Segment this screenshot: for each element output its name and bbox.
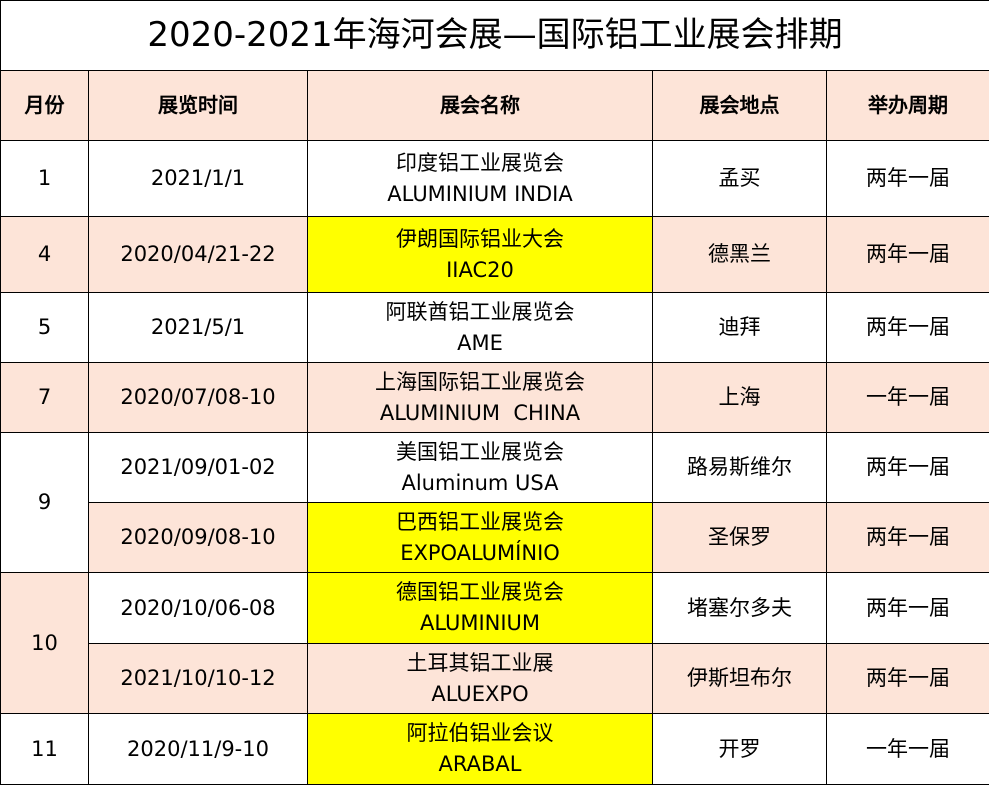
name-en: ALUMINIUM CHINA — [308, 398, 652, 429]
name-cn: 德国铝工业展览会 — [308, 577, 652, 608]
header-date: 展览时间 — [89, 71, 308, 141]
location-cell: 孟买 — [653, 141, 827, 217]
cycle-cell: 两年一届 — [827, 503, 989, 573]
date-cell: 2021/10/10-12 — [89, 644, 308, 714]
date-cell: 2021/09/01-02 — [89, 433, 308, 503]
name-en: ALUEXPO — [308, 679, 652, 710]
name-en: IIAC20 — [308, 255, 652, 286]
location-cell: 圣保罗 — [653, 503, 827, 573]
name-cn: 阿联酋铝工业展览会 — [308, 297, 652, 328]
cycle-cell: 一年一届 — [827, 363, 989, 433]
name-cn: 巴西铝工业展览会 — [308, 507, 652, 538]
location-cell: 上海 — [653, 363, 827, 433]
name-cn: 土耳其铝工业展 — [308, 648, 652, 679]
cycle-cell: 一年一届 — [827, 714, 989, 785]
header-location: 展会地点 — [653, 71, 827, 141]
location-cell: 德黑兰 — [653, 217, 827, 293]
table-title: 2020-2021年海河会展—国际铝工业展会排期 — [1, 1, 989, 71]
header-cycle: 举办周期 — [827, 71, 989, 141]
cycle-cell: 两年一届 — [827, 141, 989, 217]
cycle-cell: 两年一届 — [827, 644, 989, 714]
name-cn: 阿拉伯铝业会议 — [308, 718, 652, 749]
name-en: EXPOALUMÍNIO — [308, 538, 652, 569]
month-cell: 5 — [1, 293, 89, 363]
date-cell: 2020/09/08-10 — [89, 503, 308, 573]
header-row: 月份 展览时间 展会名称 展会地点 举办周期 — [1, 71, 989, 141]
location-cell: 开罗 — [653, 714, 827, 785]
location-cell: 堵塞尔多夫 — [653, 573, 827, 644]
date-cell: 2020/04/21-22 — [89, 217, 308, 293]
month-cell: 10 — [1, 573, 89, 714]
cycle-cell: 两年一届 — [827, 217, 989, 293]
location-cell: 伊斯坦布尔 — [653, 644, 827, 714]
cycle-cell: 两年一届 — [827, 573, 989, 644]
month-cell: 7 — [1, 363, 89, 433]
header-name: 展会名称 — [308, 71, 653, 141]
location-cell: 迪拜 — [653, 293, 827, 363]
name-cn: 印度铝工业展览会 — [308, 148, 652, 179]
name-en: ALUMINIUM INDIA — [308, 179, 652, 210]
name-cn: 伊朗国际铝业大会 — [308, 224, 652, 255]
date-cell: 2020/11/9-10 — [89, 714, 308, 785]
date-cell: 2020/10/06-08 — [89, 573, 308, 644]
name-en: AME — [308, 328, 652, 359]
date-cell: 2021/1/1 — [89, 141, 308, 217]
month-cell: 9 — [1, 433, 89, 573]
name-en: ARABAL — [308, 749, 652, 780]
date-cell: 2021/5/1 — [89, 293, 308, 363]
name-cn: 上海国际铝工业展览会 — [308, 367, 652, 398]
cycle-cell: 两年一届 — [827, 433, 989, 503]
name-en: ALUMINIUM — [308, 608, 652, 639]
header-month: 月份 — [1, 71, 89, 141]
month-cell: 1 — [1, 141, 89, 217]
month-cell: 4 — [1, 217, 89, 293]
date-cell: 2020/07/08-10 — [89, 363, 308, 433]
month-cell: 11 — [1, 714, 89, 785]
name-cn: 美国铝工业展览会 — [308, 437, 652, 468]
cycle-cell: 两年一届 — [827, 293, 989, 363]
location-cell: 路易斯维尔 — [653, 433, 827, 503]
name-en: Aluminum USA — [308, 468, 652, 499]
